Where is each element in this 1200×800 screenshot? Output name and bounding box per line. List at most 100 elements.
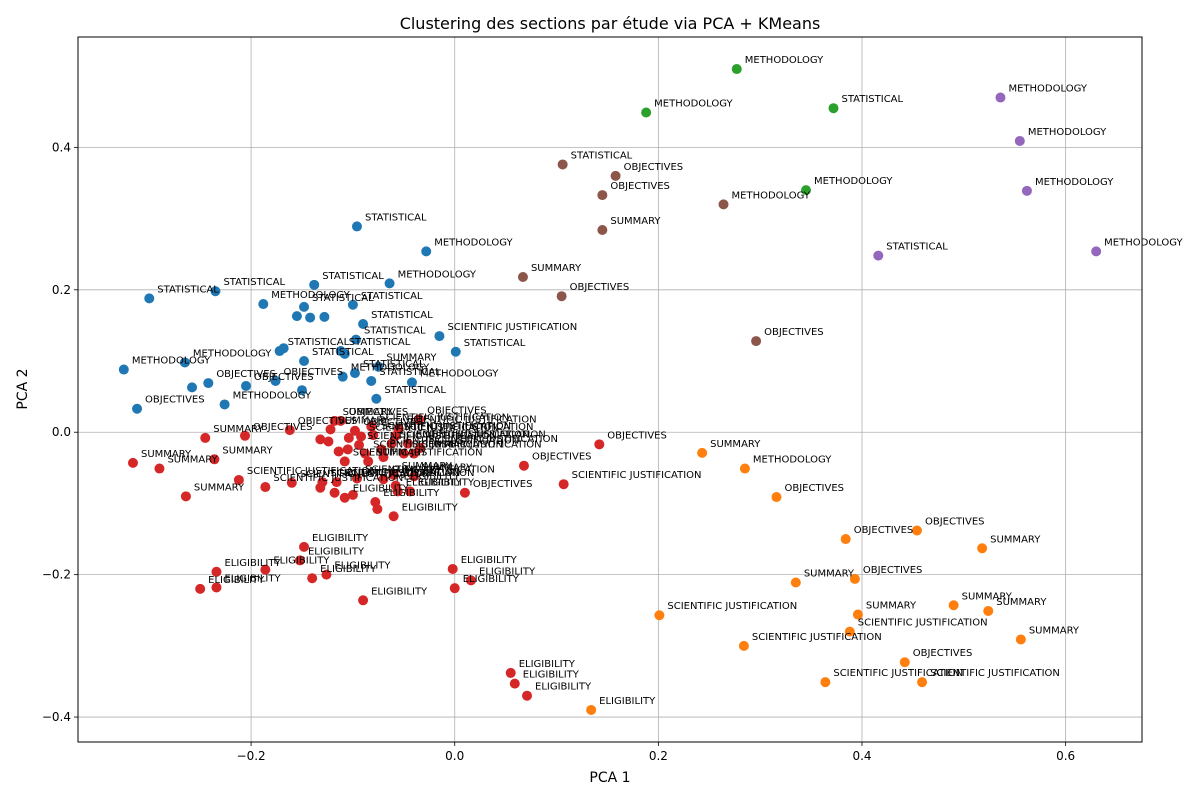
point-label: SUMMARY: [402, 461, 453, 472]
point-label: METHODOLOGY: [233, 390, 312, 401]
point-label: ELIGIBILITY: [334, 561, 391, 572]
point-label: OBJECTIVES: [863, 565, 923, 576]
point-label: METHODOLOGY: [1008, 84, 1087, 95]
data-point: [270, 375, 281, 386]
point-label: SUMMARY: [386, 353, 437, 364]
point-label: OBJECTIVES: [427, 405, 487, 416]
x-tick-label: 0.6: [1056, 749, 1075, 763]
point-label: SCIENTIFIC JUSTIFICATION: [447, 322, 577, 333]
data-point: [505, 667, 516, 678]
point-label: METHODOLOGY: [753, 455, 832, 466]
data-point: [209, 454, 220, 465]
data-point: [366, 421, 377, 432]
data-point: [299, 541, 310, 552]
data-point: [260, 564, 271, 575]
x-tick-label: 0.4: [852, 749, 871, 763]
point-label: OBJECTIVES: [624, 162, 684, 173]
x-tick-label: 0.0: [445, 749, 464, 763]
data-point: [983, 605, 994, 616]
data-point: [342, 444, 353, 455]
point-label: METHODOLOGY: [1028, 127, 1107, 138]
data-point: [118, 364, 129, 375]
point-label: OBJECTIVES: [854, 525, 914, 536]
data-point: [917, 677, 928, 688]
data-point: [187, 382, 198, 393]
data-point: [358, 318, 369, 329]
data-point: [1091, 246, 1102, 257]
point-label: METHODOLOGY: [654, 98, 733, 109]
point-label: SUMMARY: [343, 407, 394, 418]
data-point: [200, 432, 211, 443]
point-label: STATISTICAL: [312, 293, 374, 304]
x-tick-label: −0.2: [237, 749, 266, 763]
data-point: [911, 525, 922, 536]
data-point: [557, 159, 568, 170]
point-label: ELIGIBILITY: [224, 573, 281, 584]
point-label: ELIGIBILITY: [383, 488, 440, 499]
point-label: SCIENTIFIC JUSTIFICATION: [381, 421, 511, 432]
data-point: [233, 474, 244, 485]
point-label: METHODOLOGY: [271, 290, 350, 301]
point-label: SCIENTIFIC JUSTIFICATION: [833, 668, 963, 679]
point-label: ELIGIBILITY: [208, 575, 265, 586]
point-label: ELIGIBILITY: [479, 566, 536, 577]
data-point: [406, 377, 417, 388]
data-point: [286, 477, 297, 488]
data-point: [307, 573, 318, 584]
data-point: [351, 473, 362, 484]
data-point: [371, 393, 382, 404]
point-label: METHODOLOGY: [814, 176, 893, 187]
data-point: [434, 331, 445, 342]
point-label: SUMMARY: [990, 534, 1041, 545]
point-label: SCIENTIFIC JUSTIFICATION: [416, 430, 546, 441]
data-point: [594, 439, 605, 450]
plot-area: [77, 36, 1143, 743]
data-point: [366, 375, 377, 386]
point-label: STATISTICAL: [322, 271, 384, 282]
point-label: ELIGIBILITY: [371, 586, 428, 597]
data-point: [388, 511, 399, 522]
data-point: [1015, 634, 1026, 645]
point-label: SUMMARY: [213, 424, 264, 435]
data-point: [828, 103, 839, 114]
data-point: [144, 293, 155, 304]
data-point: [459, 487, 470, 498]
point-label: SUMMARY: [710, 439, 761, 450]
data-point: [899, 657, 910, 668]
point-label: SCIENTIFIC JUSTIFICATION: [365, 465, 495, 476]
point-label: SUMMARY: [422, 462, 473, 473]
data-point: [450, 346, 461, 357]
point-label: OBJECTIVES: [570, 282, 630, 293]
point-label: OBJECTIVES: [298, 416, 358, 427]
point-label: OBJECTIVES: [145, 395, 205, 406]
point-label: ELIGIBILITY: [461, 555, 518, 566]
point-label: STATISTICAL: [371, 310, 433, 321]
data-point: [358, 595, 369, 606]
data-point: [384, 278, 395, 289]
data-point: [449, 583, 460, 594]
data-point: [378, 474, 389, 485]
point-label: METHODOLOGY: [1035, 177, 1114, 188]
point-label: SCIENTIFIC JUSTIFICATION: [273, 473, 403, 484]
data-point: [329, 487, 340, 498]
data-point: [347, 489, 358, 500]
point-label: SUMMARY: [866, 601, 917, 612]
data-points: [118, 64, 1102, 715]
point-label: SCIENTIFIC JUSTIFICATION: [412, 440, 542, 451]
point-label: OBJECTIVES: [913, 648, 973, 659]
data-point: [697, 447, 708, 458]
point-label: SCIENTIFIC JUSTIFICATION: [330, 468, 460, 479]
data-point: [995, 92, 1006, 103]
data-point: [294, 555, 305, 566]
data-point: [586, 704, 597, 715]
data-point: [421, 246, 432, 257]
point-label: STATISTICAL: [886, 242, 948, 253]
point-label: ELIGIBILITY: [519, 659, 576, 670]
point-label: SCIENTIFIC JUSTIFICATION: [400, 430, 530, 441]
data-point: [315, 482, 326, 493]
data-point: [771, 492, 782, 503]
data-point: [378, 452, 389, 463]
data-point: [739, 463, 750, 474]
data-point: [849, 573, 860, 584]
point-label: OBJECTIVES: [349, 407, 409, 418]
